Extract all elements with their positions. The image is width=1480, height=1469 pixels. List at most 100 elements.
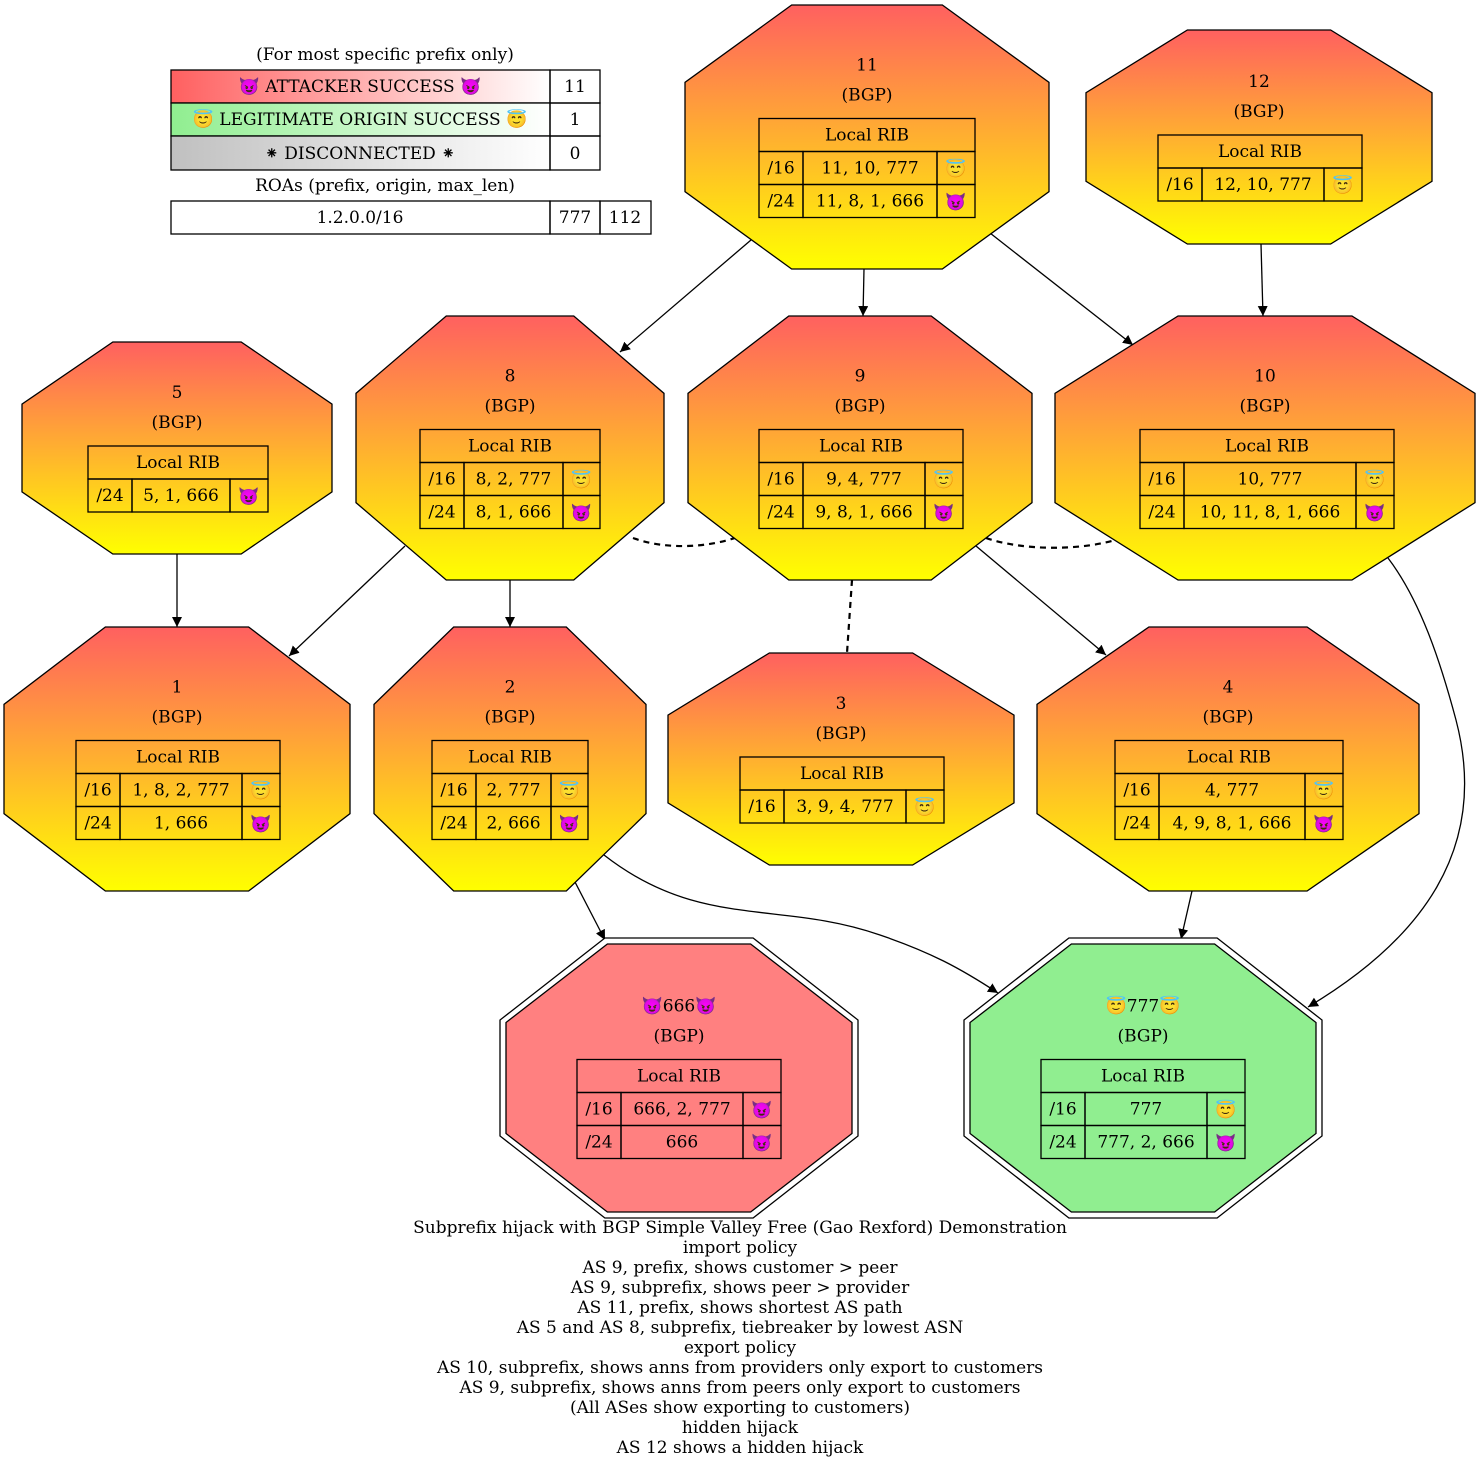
rib-prefix: /24 bbox=[96, 486, 123, 506]
as-node-10: 10(BGP)Local RIB/16 10, 777 😇/24 10, 11, 8,… bbox=[1055, 316, 1475, 580]
angel-icon: 😇 bbox=[571, 470, 592, 491]
node-subtitle: (BGP) bbox=[484, 708, 535, 728]
customer-edge-12-10 bbox=[1261, 244, 1263, 316]
devil-icon: 😈 bbox=[1313, 815, 1334, 835]
node-subtitle: (BGP) bbox=[151, 413, 202, 433]
node-title: 3 bbox=[836, 694, 847, 714]
rib-as-path: 5, 1, 666 bbox=[143, 486, 219, 506]
customer-edge-2-666 bbox=[575, 882, 605, 940]
rib-as-path: 4, 9, 8, 1, 666 bbox=[1173, 814, 1292, 834]
customer-edge-9-4 bbox=[976, 546, 1106, 655]
rib-as-path: 9, 8, 1, 666 bbox=[815, 503, 912, 523]
as-node-9: 9 (BGP) Local RIB/16 9, 4, 777 😇 /24 9, 8, 1, … bbox=[688, 316, 1032, 580]
as-node-2: 2 (BGP) Local RIB/16 2, 777 😇 /24 2, 666 😈 bbox=[374, 627, 646, 891]
angel-icon: 😇 bbox=[1364, 470, 1385, 491]
roa-header: ROAs (prefix, origin, max_len) bbox=[255, 176, 515, 196]
caption-line: AS 10, subprefix, shows anns from provid… bbox=[436, 1358, 1043, 1378]
rib-as-path: 8, 1, 666 bbox=[476, 503, 552, 523]
rib-prefix: /16 bbox=[585, 1100, 612, 1120]
rib-title: Local RIB bbox=[825, 126, 909, 146]
node-title: 2 bbox=[505, 678, 516, 698]
legend-legit-count: 1 bbox=[570, 110, 581, 130]
angel-icon: 😇 bbox=[945, 159, 966, 180]
rib-prefix: /24 bbox=[767, 503, 794, 523]
node-subtitle: (BGP) bbox=[815, 724, 866, 744]
caption-line: AS 9, prefix, shows customer > peer bbox=[581, 1258, 898, 1278]
caption: Subprefix hijack with BGP Simple Valley … bbox=[413, 1218, 1067, 1458]
node-subtitle: (BGP) bbox=[151, 708, 202, 728]
rib-as-path: 8, 2, 777 bbox=[476, 470, 552, 490]
peer-edge-8-9 bbox=[633, 536, 740, 546]
node-title: 😈666😈 bbox=[642, 997, 717, 1017]
rib-as-path: 2, 777 bbox=[486, 781, 540, 801]
as-node-12: 12(BGP)Local RIB/16 12, 10, 777 😇 bbox=[1086, 30, 1432, 244]
caption-line: AS 12 shows a hidden hijack bbox=[616, 1438, 864, 1458]
angel-icon: 😇 bbox=[1313, 781, 1334, 802]
node-subtitle: (BGP) bbox=[484, 397, 535, 417]
caption-line: export policy bbox=[684, 1338, 797, 1358]
devil-icon: 😈 bbox=[751, 1134, 772, 1154]
rib-as-path: 9, 4, 777 bbox=[826, 470, 902, 490]
node-title: 4 bbox=[1223, 678, 1234, 698]
caption-line: import policy bbox=[683, 1238, 798, 1258]
as-node-8: 8 (BGP) Local RIB/16 8, 2, 777 😇 /24 8, 1, 666… bbox=[356, 316, 664, 580]
node-title: 9 bbox=[855, 367, 866, 387]
octagon-shape bbox=[668, 653, 1014, 865]
legend-attacker-label: 😈 ATTACKER SUCCESS 😈 bbox=[239, 77, 482, 97]
devil-icon: 😈 bbox=[751, 1101, 772, 1121]
node-title: 12 bbox=[1248, 72, 1270, 92]
legend: (For most specific prefix only) 😈 ATTACK… bbox=[171, 45, 651, 234]
caption-line: (All ASes show exporting to customers) bbox=[570, 1398, 910, 1418]
devil-icon: 😈 bbox=[945, 193, 966, 213]
node-subtitle: (BGP) bbox=[841, 86, 892, 106]
devil-icon: 😈 bbox=[559, 815, 580, 835]
roa-origin: 777 bbox=[559, 208, 591, 228]
node-subtitle: (BGP) bbox=[834, 397, 885, 417]
customer-edge-11-10 bbox=[990, 233, 1133, 345]
rib-prefix: /24 bbox=[84, 814, 111, 834]
rib-title: Local RIB bbox=[468, 748, 552, 768]
rib-prefix: /16 bbox=[767, 470, 794, 490]
rib-as-path: 1, 8, 2, 777 bbox=[132, 781, 229, 801]
octagon-shape bbox=[1086, 30, 1432, 244]
node-subtitle: (BGP) bbox=[1233, 102, 1284, 122]
rib-as-path: 12, 10, 777 bbox=[1214, 175, 1311, 195]
customer-edge-4-777 bbox=[1181, 891, 1192, 939]
angel-icon: 😇 bbox=[250, 781, 271, 802]
node-subtitle: (BGP) bbox=[1202, 708, 1253, 728]
rib-title: Local RIB bbox=[1218, 142, 1302, 162]
rib-prefix: /16 bbox=[440, 781, 467, 801]
node-title: 8 bbox=[505, 367, 516, 387]
rib-as-path: 4, 777 bbox=[1205, 781, 1259, 801]
customer-edge-8-1 bbox=[289, 546, 405, 656]
rib-title: Local RIB bbox=[136, 453, 220, 473]
node-title: 10 bbox=[1254, 367, 1276, 387]
octagon-shape bbox=[22, 342, 332, 554]
rib-as-path: 3, 9, 4, 777 bbox=[796, 797, 893, 817]
rib-prefix: /16 bbox=[84, 781, 111, 801]
rib-as-path: 666 bbox=[666, 1133, 698, 1153]
as-node-5: 5(BGP)Local RIB/24 5, 1, 666 😈 bbox=[22, 342, 332, 554]
rib-prefix: /16 bbox=[428, 470, 455, 490]
devil-icon: 😈 bbox=[571, 504, 592, 524]
as-node-3: 3 (BGP) Local RIB/16 3, 9, 4, 777 😇 bbox=[668, 653, 1014, 865]
rib-prefix: /16 bbox=[1166, 175, 1193, 195]
legend-disconnected-label: ⁕ DISCONNECTED ⁕ bbox=[265, 144, 456, 164]
angel-icon: 😇 bbox=[933, 470, 954, 491]
rib-prefix: /24 bbox=[440, 814, 467, 834]
node-subtitle: (BGP) bbox=[1239, 397, 1290, 417]
rib-title: Local RIB bbox=[136, 748, 220, 768]
node-subtitle: (BGP) bbox=[1117, 1027, 1168, 1047]
as-node-11: 11 (BGP) Local RIB/16 11, 10, 777 😇 /24 11, 8,… bbox=[685, 5, 1049, 269]
caption-line: AS 5 and AS 8, subprefix, tiebreaker by … bbox=[516, 1318, 964, 1338]
rib-prefix: /24 bbox=[1049, 1133, 1076, 1153]
devil-icon: 😈 bbox=[238, 487, 259, 507]
as-nodes: 11(BGP)Local RIB/16 11, 10, 777 😇/24 11, 8,… bbox=[4, 5, 1475, 1218]
rib-prefix: /16 bbox=[1148, 470, 1175, 490]
rib-prefix: /24 bbox=[1123, 814, 1150, 834]
rib-prefix: /16 bbox=[767, 159, 794, 179]
rib-prefix: /16 bbox=[1049, 1100, 1076, 1120]
devil-icon: 😈 bbox=[1364, 504, 1385, 524]
rib-title: Local RIB bbox=[637, 1067, 721, 1087]
